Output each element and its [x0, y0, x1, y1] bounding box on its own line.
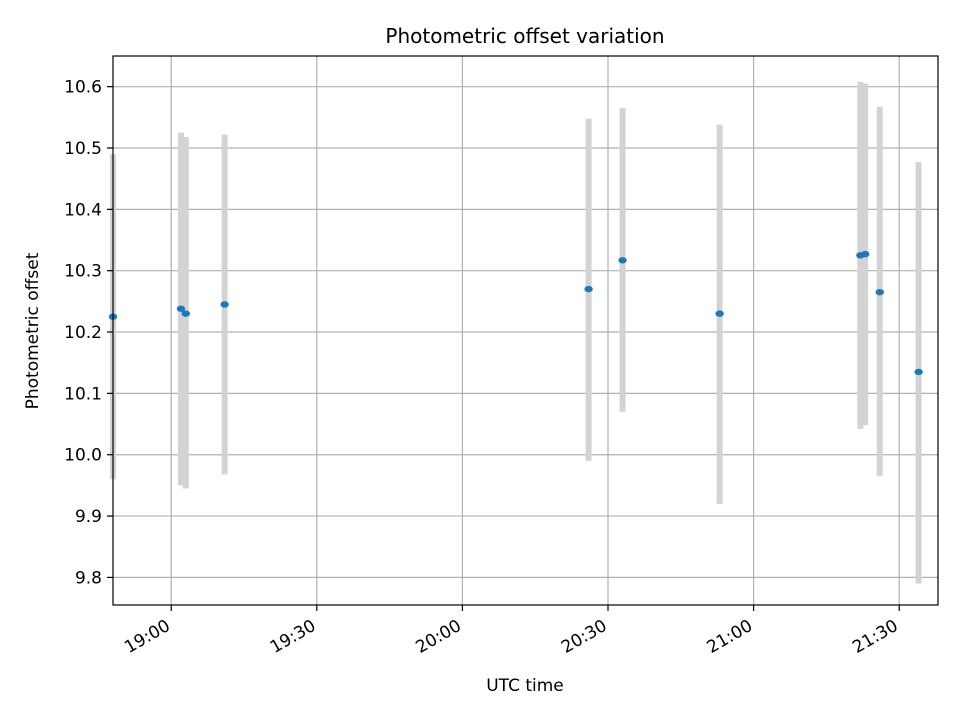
data-point — [618, 257, 627, 264]
data-point — [220, 301, 229, 308]
data-point — [181, 310, 190, 317]
data-point — [861, 250, 870, 258]
x-axis-title: UTC time — [486, 676, 564, 696]
grid — [113, 56, 938, 605]
y-tick-label: 10.6 — [64, 78, 102, 98]
y-tick-label: 10.2 — [64, 323, 102, 343]
y-tick-label: 10.4 — [64, 200, 102, 220]
data-point — [715, 310, 724, 317]
data-point — [176, 305, 186, 312]
y-axis-title: Photometric offset — [23, 252, 43, 409]
chart-title: Photometric offset variation — [385, 24, 664, 48]
data-point — [584, 285, 593, 293]
plot-frame — [112, 55, 939, 606]
y-tick-label: 10.0 — [64, 446, 102, 466]
data-point — [914, 368, 923, 376]
y-axis-ticks: 9.8 9.9 10.0 10.1 10.2 10.3 10.4 10.5 10.6 — [64, 78, 113, 588]
y-tick-label: 10.5 — [64, 139, 102, 159]
y-tick-label: 10.3 — [64, 262, 102, 282]
y-tick-label: 10.1 — [64, 384, 102, 404]
data-point — [875, 288, 884, 296]
y-tick-label: 9.8 — [75, 568, 102, 588]
y-tick-label: 9.9 — [75, 507, 102, 527]
